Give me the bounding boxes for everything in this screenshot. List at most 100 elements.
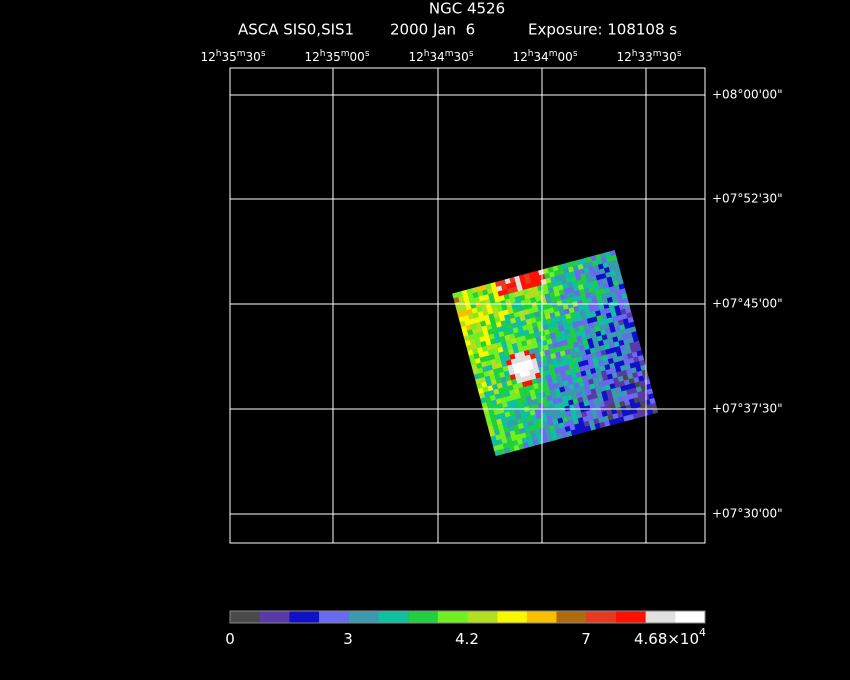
image-pixel (593, 305, 601, 312)
image-pixel (592, 357, 599, 364)
image-pixel (596, 279, 604, 286)
image-pixel (563, 267, 570, 275)
image-pixel (621, 369, 628, 377)
image-pixel (481, 325, 488, 332)
image-pixel (562, 323, 570, 331)
image-pixel (542, 436, 549, 444)
image-pixel (578, 381, 585, 388)
image-pixel (560, 391, 567, 398)
image-pixel (568, 286, 575, 294)
image-pixel (492, 383, 499, 391)
image-pixel (630, 403, 637, 410)
image-pixel (532, 362, 539, 370)
image-pixel (526, 379, 534, 387)
image-pixel (548, 348, 556, 355)
image-pixel (645, 383, 652, 391)
image-pixel (627, 413, 635, 421)
image-pixel (491, 363, 499, 370)
image-pixel (463, 314, 470, 322)
image-pixel (596, 391, 603, 399)
exposure: Exposure: 108108 s (528, 21, 677, 39)
image-pixel (518, 387, 525, 394)
image-pixel (623, 415, 630, 422)
image-pixel (506, 344, 514, 351)
image-pixel (603, 399, 611, 407)
image-pixel (501, 381, 508, 388)
image-pixel (588, 265, 595, 273)
image-pixel (549, 388, 557, 396)
image-pixel (649, 398, 656, 405)
image-pixel (502, 289, 509, 296)
image-pixel (497, 346, 504, 354)
image-pixel (507, 308, 514, 315)
image-pixel (501, 284, 508, 291)
image-pixel (517, 382, 524, 389)
image-pixel (548, 271, 556, 278)
image-pixel (487, 328, 494, 336)
image-pixel (568, 419, 575, 427)
ra-tick-label: 12h34m30s (408, 49, 473, 64)
image-pixel (531, 378, 538, 385)
dec-tick-label: +07°37'30" (712, 402, 783, 416)
image-pixel (634, 401, 642, 409)
image-pixel (547, 287, 555, 294)
image-pixel (482, 386, 489, 393)
image-pixel (529, 429, 537, 437)
image-pixel (563, 385, 571, 392)
image-pixel (557, 417, 564, 424)
image-pixel (483, 391, 491, 398)
image-pixel (601, 334, 608, 341)
image-pixel (561, 375, 568, 382)
image-pixel (498, 351, 506, 358)
image-pixel (606, 256, 613, 263)
image-pixel (573, 382, 580, 389)
image-pixel (533, 290, 541, 298)
image-pixel (527, 420, 534, 427)
image-pixel (506, 303, 513, 310)
image-pixel (632, 371, 639, 379)
image-pixel (505, 375, 512, 382)
image-pixel (511, 399, 518, 406)
image-pixel (525, 374, 532, 382)
number: 34 (429, 50, 444, 64)
image-pixel (597, 396, 605, 403)
image-pixel (500, 340, 508, 347)
image-pixel (594, 289, 602, 297)
image-pixel (563, 287, 570, 295)
image-pixel (506, 380, 513, 387)
image-pixel (553, 423, 561, 430)
image-pixel (546, 282, 554, 289)
image-pixel (575, 274, 582, 282)
image-pixel (568, 383, 576, 391)
image-pixel (603, 323, 611, 330)
image-pixel (605, 404, 612, 412)
colorbar-swatch (467, 611, 498, 623)
image-pixel (571, 316, 578, 324)
image-pixel (530, 296, 537, 304)
image-pixel (628, 357, 635, 365)
image-pixel (616, 273, 623, 281)
image-pixel (489, 353, 496, 361)
image-pixel (598, 416, 605, 424)
image-pixel (585, 256, 593, 263)
image-pixel (515, 280, 522, 287)
image-pixel (499, 315, 506, 322)
number: 30 (246, 50, 261, 64)
image-pixel (485, 360, 493, 367)
image-pixel (569, 368, 577, 375)
image-pixel (532, 383, 540, 390)
image-pixel (521, 340, 528, 347)
image-pixel (473, 332, 480, 340)
image-pixel (635, 386, 643, 393)
image-pixel (502, 442, 510, 449)
image-pixel (466, 288, 473, 295)
image-pixel (552, 342, 559, 349)
image-pixel (563, 400, 570, 408)
image-pixel (622, 354, 629, 361)
image-pixel (483, 314, 491, 321)
image-pixel (615, 330, 623, 337)
dec-tick-label: +07°45'00" (712, 297, 783, 311)
image-pixel (459, 320, 467, 328)
image-pixel (612, 392, 619, 400)
image-pixel (619, 288, 627, 295)
